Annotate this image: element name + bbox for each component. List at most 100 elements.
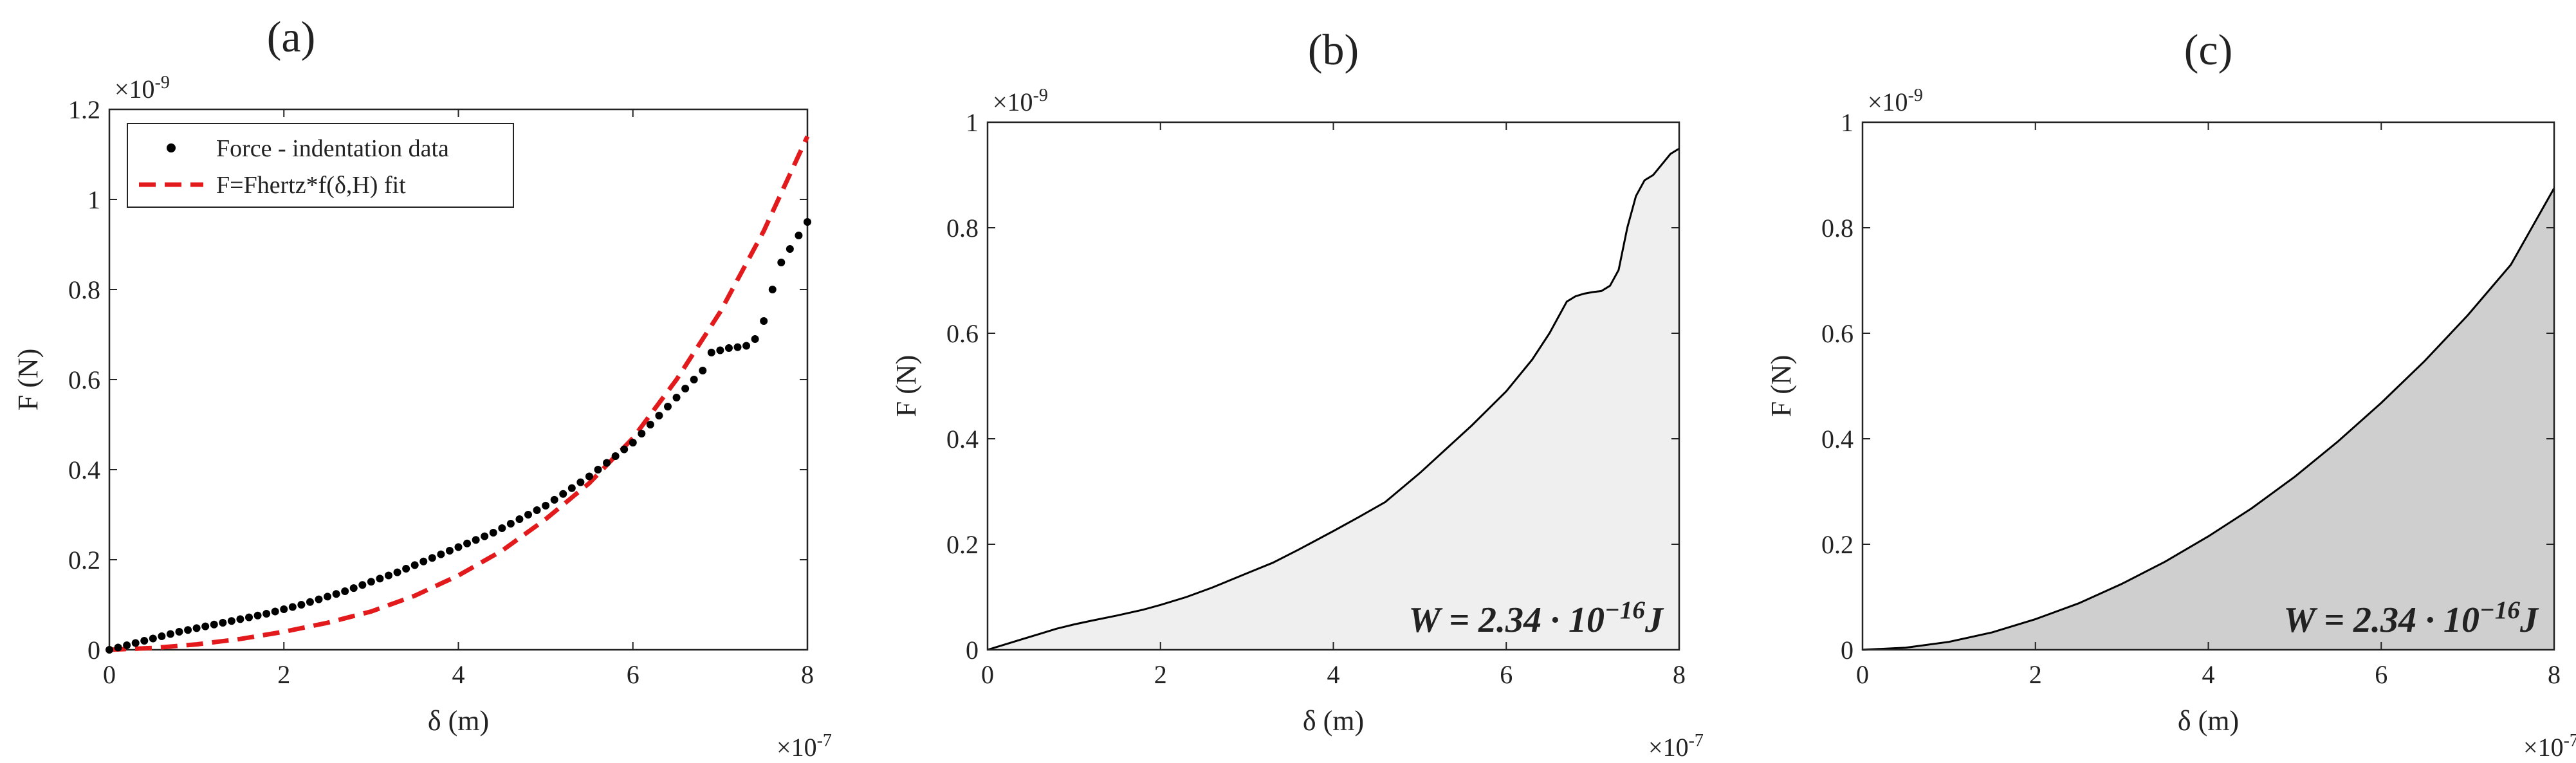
data-point (795, 232, 803, 239)
y-tick-label: 0 (1841, 636, 1854, 665)
data-point (664, 403, 672, 410)
y-tick-label: 0.6 (946, 319, 979, 348)
chart-panel-2: (b) 0 2 4 6 8 0 0.2 0.4 0.6 0.8 1 δ (m) F (N) ×10-7 ×10… (890, 25, 1704, 762)
data-point (253, 611, 262, 620)
data-point (410, 561, 419, 569)
data-point (707, 349, 715, 356)
x-tick-label: 0 (981, 660, 994, 689)
x-tick-label: 6 (2375, 660, 2387, 689)
y-axis-label: F (N) (1765, 355, 1797, 418)
data-point (533, 506, 541, 514)
y-tick-label: 0.2 (1821, 530, 1854, 559)
data-point (393, 568, 401, 576)
data-point (385, 571, 392, 580)
chart-panel-3: (c) 0 2 4 6 8 0 0.2 0.4 0.6 0.8 1 δ (m) F (N) ×10-7 ×10… (1765, 25, 2576, 762)
x-tick-label: 6 (627, 660, 639, 689)
data-point (463, 539, 472, 547)
data-point (559, 490, 567, 498)
x-tick-label: 2 (2029, 660, 2042, 689)
chart-panel-1: (a) 0 2 4 6 8 0 0.2 0.4 0.6 0.8 1 1.2 δ (m) F (N) ×10-7… (12, 12, 832, 762)
data-point (210, 620, 218, 629)
data-point (611, 452, 620, 460)
y-tick-label: 0.8 (68, 275, 100, 304)
data-point (786, 245, 794, 253)
y-tick-label: 0 (966, 636, 979, 665)
data-point (567, 484, 576, 492)
x-tick-label: 2 (277, 660, 290, 689)
y-tick-label: 1.2 (68, 95, 100, 124)
area-curve (1862, 187, 2555, 651)
data-point (454, 543, 463, 551)
y-tick-label: 0.8 (946, 214, 979, 243)
data-point (445, 547, 454, 555)
data-point (524, 511, 532, 519)
data-point (603, 459, 611, 467)
x-tick-label: 8 (1673, 660, 1686, 689)
legend-label-fit: F=Fhertz*f(δ,H) fit (216, 172, 406, 199)
panel-label: (b) (1308, 25, 1359, 74)
y-tick-label: 0.6 (1821, 319, 1854, 348)
data-point (358, 581, 367, 589)
data-point (149, 634, 157, 643)
data-point (751, 335, 759, 343)
data-point (306, 598, 314, 606)
y-tick-label: 0.8 (1821, 214, 1854, 243)
y-axis-label: F (N) (12, 349, 44, 411)
y-exponent: ×10-9 (993, 86, 1048, 117)
data-point (376, 575, 384, 583)
data-point (585, 472, 593, 481)
data-point (184, 626, 192, 634)
area-fill (1863, 188, 2554, 650)
data-point (672, 394, 681, 401)
x-tick-label: 4 (2202, 660, 2215, 689)
data-point (506, 520, 515, 528)
data-point (804, 218, 811, 226)
x-tick-label: 2 (1154, 660, 1167, 689)
data-point (699, 367, 707, 374)
data-point (297, 601, 306, 609)
data-point (646, 421, 654, 428)
legend-marker-data (167, 143, 176, 152)
legend-label-data: Force - indentation data (216, 135, 449, 162)
data-point (620, 445, 629, 454)
data-point (341, 587, 349, 595)
data-point (777, 259, 786, 266)
x-tick-label: 0 (1856, 660, 1869, 689)
data-point (175, 628, 183, 636)
x-tick-label: 4 (452, 660, 465, 689)
x-tick-label: 0 (103, 660, 116, 689)
data-point (576, 478, 585, 486)
y-tick-label: 1 (1841, 108, 1854, 137)
data-point (192, 624, 201, 632)
fit-line (109, 135, 810, 652)
data-point (402, 565, 410, 573)
x-axis-label: δ (m) (2178, 705, 2239, 737)
data-point (236, 615, 244, 623)
x-tick-label: 8 (801, 660, 814, 689)
x-axis-label: δ (m) (428, 705, 489, 737)
y-exponent: ×10-9 (1868, 86, 1923, 117)
x-tick-label: 8 (2548, 660, 2561, 689)
data-point (629, 439, 637, 446)
x-exponent: ×10-7 (1648, 731, 1704, 762)
data-point (638, 430, 646, 437)
data-point (498, 524, 506, 532)
y-exponent: ×10-9 (115, 73, 170, 104)
work-annotation: W = 2.34 · 10−16J (2283, 596, 2539, 641)
data-point (315, 595, 323, 603)
data-point (106, 646, 113, 654)
data-point (280, 605, 288, 613)
y-tick-label: 0 (87, 636, 100, 665)
data-point (724, 344, 733, 352)
data-point (690, 376, 698, 383)
data-point (131, 639, 140, 647)
x-exponent: ×10-7 (2523, 731, 2576, 762)
y-tick-label: 0.2 (68, 546, 100, 575)
data-point (140, 637, 149, 645)
data-point (271, 607, 279, 616)
x-exponent: ×10-7 (777, 731, 832, 762)
data-point (542, 502, 550, 510)
y-tick-label: 0.4 (68, 455, 100, 484)
data-point (515, 515, 524, 523)
panel-label: (c) (2184, 25, 2232, 74)
